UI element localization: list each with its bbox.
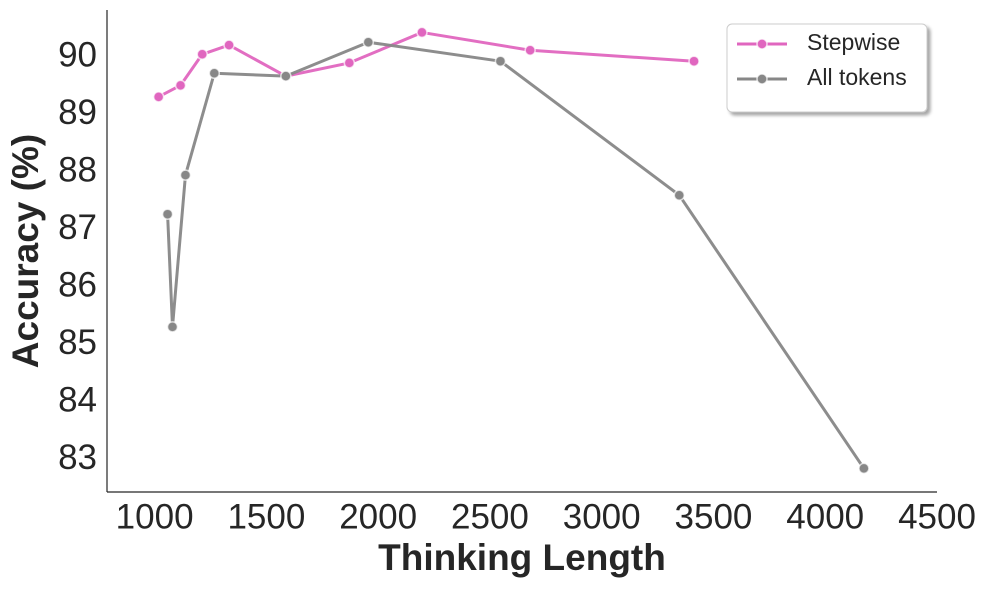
- y-tick-label: 89: [58, 93, 97, 132]
- data-point: [673, 189, 686, 201]
- data-point: [223, 39, 235, 51]
- y-tick-label: 87: [58, 208, 97, 247]
- y-tick-label: 90: [58, 35, 97, 74]
- data-point: [161, 208, 174, 220]
- data-point: [280, 70, 292, 82]
- x-tick-label: 3000: [563, 497, 641, 536]
- data-point: [858, 462, 870, 475]
- data-point: [166, 321, 179, 333]
- data-point: [179, 169, 192, 181]
- series-line: [157, 30, 695, 99]
- x-tick-label: 3500: [675, 497, 753, 536]
- x-axis-label: Thinking Length: [378, 537, 666, 578]
- y-tick-label: 85: [58, 323, 97, 362]
- y-tick-label: 86: [58, 265, 97, 304]
- legend-marker: [756, 73, 768, 85]
- legend-label: All tokens: [807, 64, 907, 90]
- y-tick-label: 88: [58, 150, 97, 189]
- x-tick-label: 2000: [339, 497, 417, 536]
- data-point: [152, 91, 165, 103]
- data-point: [196, 48, 208, 61]
- x-tick-label: 2500: [451, 497, 529, 536]
- x-tick-label: 1000: [116, 497, 194, 536]
- y-tick-label: 83: [58, 438, 97, 477]
- x-tick-label: 1500: [227, 497, 305, 536]
- legend-box: [726, 23, 928, 113]
- data-point: [208, 67, 221, 80]
- x-tick-label: 4000: [786, 497, 864, 536]
- legend-marker: [756, 38, 768, 50]
- data-point: [494, 55, 507, 67]
- data-point: [174, 79, 187, 92]
- data-point: [416, 26, 428, 39]
- data-point: [524, 44, 536, 57]
- x-tick-label: 4500: [898, 497, 976, 536]
- data-point: [362, 36, 375, 48]
- y-tick-label: 84: [58, 381, 97, 420]
- y-axis-label: Accuracy (%): [5, 134, 46, 368]
- data-point: [688, 55, 700, 67]
- legend-label: Stepwise: [807, 29, 900, 55]
- data-point: [343, 57, 356, 69]
